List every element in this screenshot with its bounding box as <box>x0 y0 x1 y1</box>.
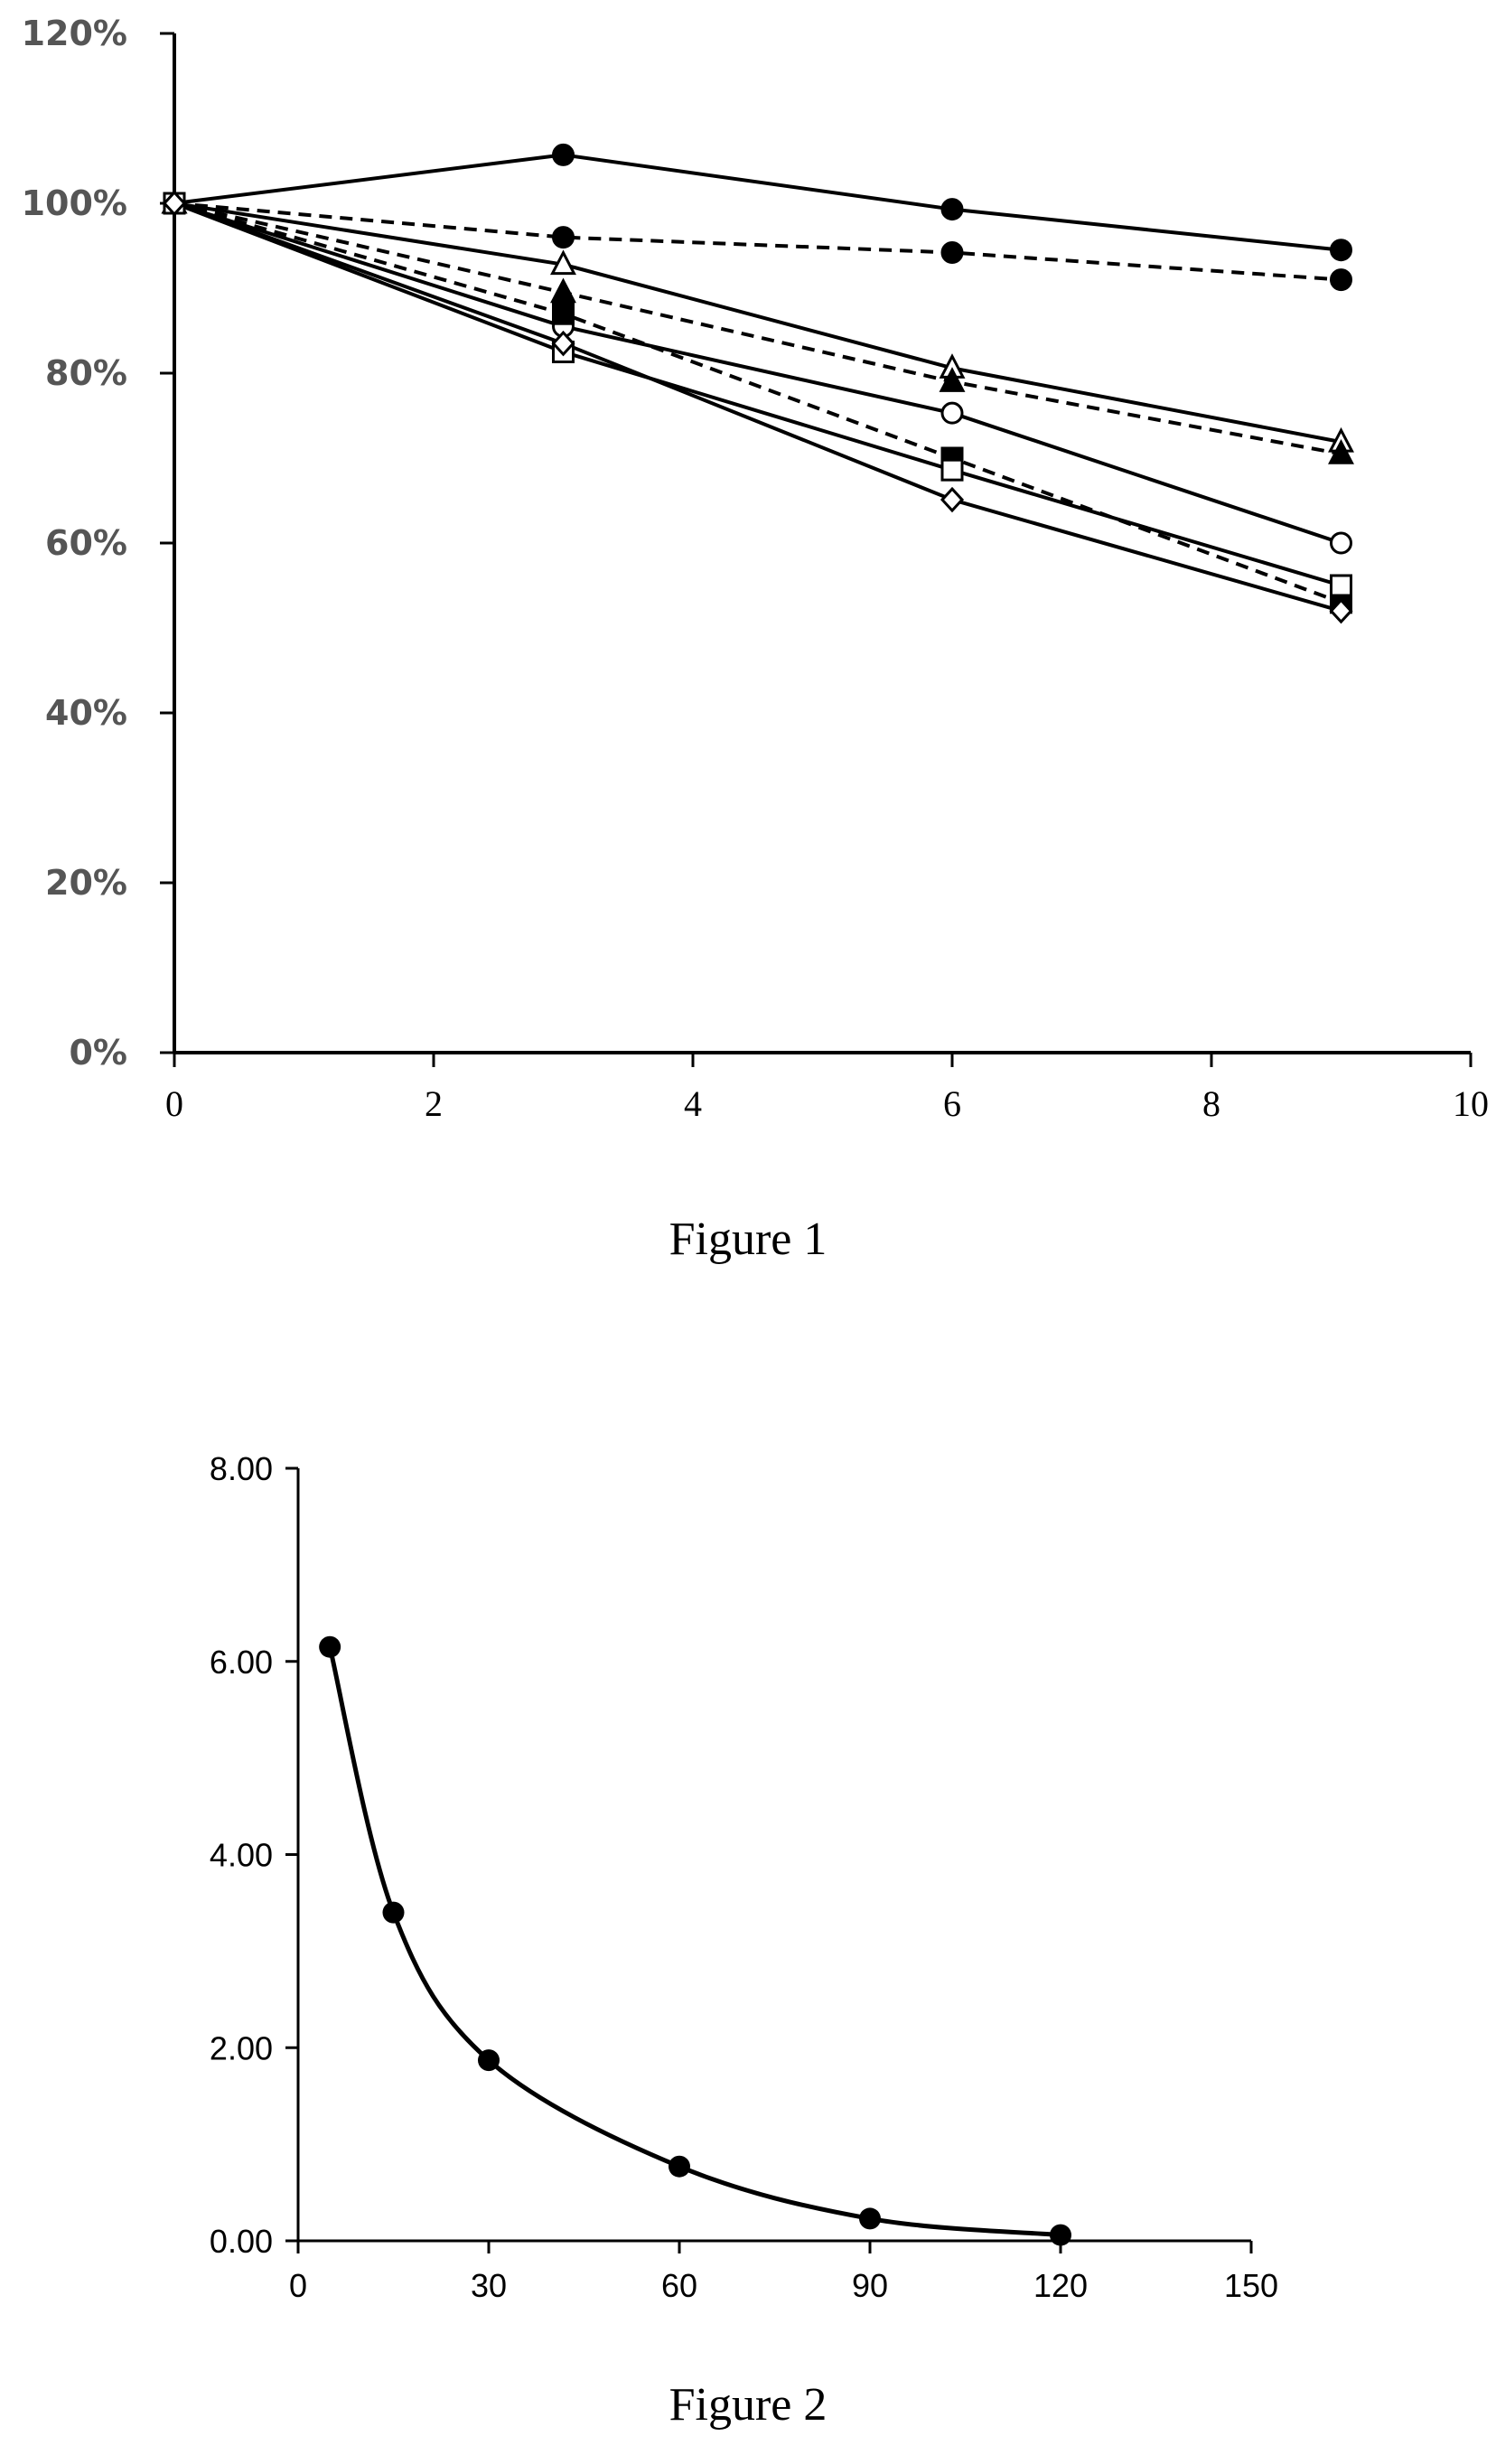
fit-curve <box>327 1646 1061 2238</box>
series-4-point <box>939 367 966 392</box>
series-7-line <box>173 201 1342 587</box>
series-4-point <box>1328 439 1354 464</box>
series-3-line <box>173 201 1342 445</box>
figure-1-chart: 0% 20% 40% 60% 80% 100% 120% 0 2 4 6 8 10 <box>22 14 1489 1124</box>
x-tick-label: 2 <box>425 1083 443 1124</box>
series-5-point <box>1330 531 1352 555</box>
series-1-point <box>552 143 575 166</box>
y-tick-label: 6.00 <box>210 1644 273 1681</box>
x-tick-label: 0 <box>165 1083 183 1124</box>
y-tick-label: 40% <box>45 693 127 733</box>
y-tick-label: 0.00 <box>210 2223 273 2260</box>
figure-2-chart: 0.00 2.00 4.00 6.00 8.00 0 30 60 90 120 150 <box>210 1450 1278 2304</box>
y-tick-label: 0% <box>69 1033 127 1073</box>
x-tick-label: 0 <box>289 2267 307 2304</box>
series-8-line <box>173 201 1342 614</box>
data-point <box>1050 2224 1071 2246</box>
x-tick-label: 90 <box>852 2267 888 2304</box>
x-tick-label: 60 <box>661 2267 697 2304</box>
series-2-point <box>1330 268 1352 292</box>
x-tick-label: 8 <box>1202 1083 1220 1124</box>
x-tick-label: 30 <box>471 2267 507 2304</box>
data-point <box>859 2207 881 2230</box>
series-7-point <box>940 458 964 482</box>
series-8-point <box>162 190 187 217</box>
y-tick-label: 60% <box>45 523 127 563</box>
series-6-line <box>173 201 1342 604</box>
y-tick-label: 4.00 <box>210 1837 273 1874</box>
series-3-point <box>550 249 576 276</box>
x-tick-label: 6 <box>943 1083 961 1124</box>
series-1-point <box>940 198 964 221</box>
series-1-line <box>173 153 1342 252</box>
series-1-point <box>1330 239 1352 262</box>
series-5-line <box>173 201 1342 545</box>
y-tick-label: 2.00 <box>210 2029 273 2066</box>
x-tick-label: 120 <box>1033 2267 1088 2304</box>
data-point <box>669 2155 690 2178</box>
figure-2-caption: Figure 2 <box>669 2379 827 2431</box>
data-point <box>382 1901 405 1924</box>
series-7-point <box>1330 574 1352 597</box>
series-8-point <box>551 330 575 357</box>
x-tick-label: 4 <box>684 1083 702 1124</box>
data-point <box>319 1635 341 1658</box>
series-6-point <box>552 302 575 325</box>
x-tick-label: 10 <box>1453 1083 1489 1124</box>
y-tick-label: 80% <box>45 353 127 393</box>
series-2-point <box>940 241 964 265</box>
y-tick-label: 100% <box>22 183 127 223</box>
data-point <box>478 2049 500 2072</box>
series-4-line <box>173 201 1342 456</box>
series-2-point <box>552 226 575 249</box>
series-5-point <box>940 401 964 425</box>
series-2-line <box>173 201 1342 282</box>
series-4-point <box>550 277 576 304</box>
y-tick-label: 8.00 <box>210 1450 273 1487</box>
figure-1-caption: Figure 1 <box>669 1213 827 1265</box>
y-tick-label: 120% <box>22 14 127 53</box>
y-tick-label: 20% <box>45 863 127 903</box>
series-8-point <box>1329 597 1353 624</box>
x-tick-label: 150 <box>1224 2267 1278 2304</box>
series-8-point <box>940 486 965 513</box>
